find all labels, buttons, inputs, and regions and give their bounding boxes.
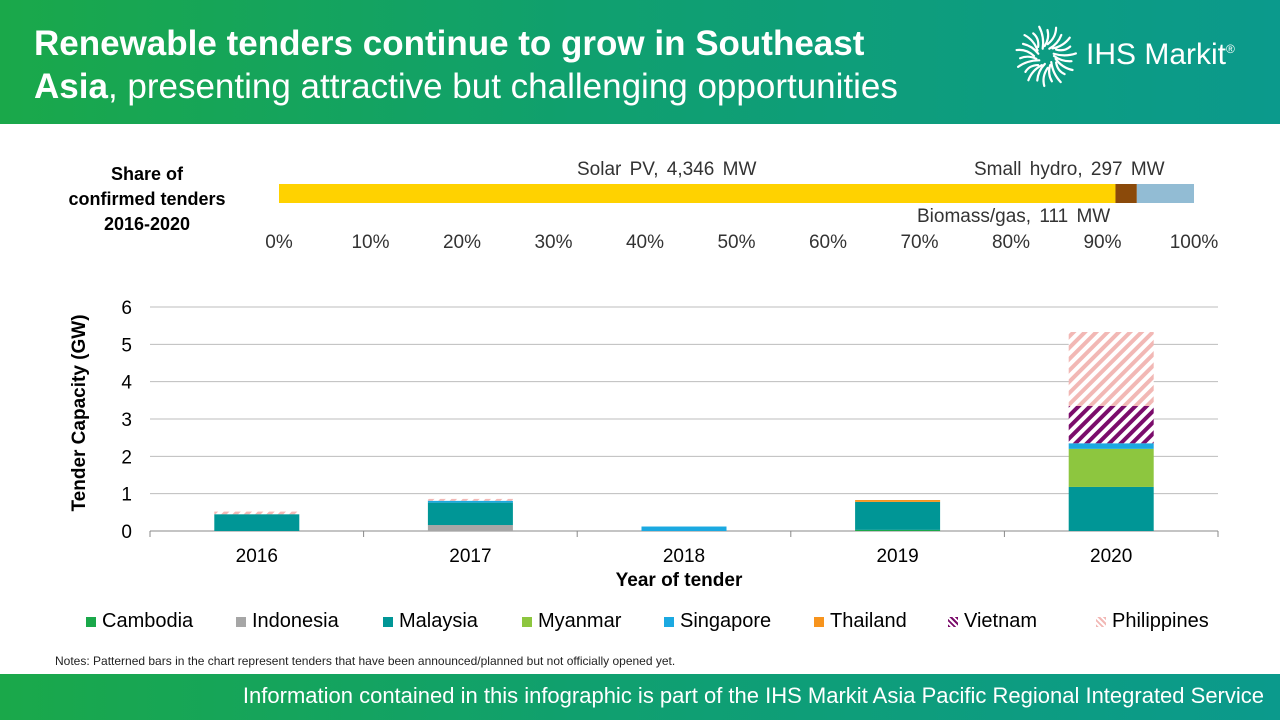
chart-legend: Cambodia Indonesia Malaysia Myanmar Singapor… <box>86 610 1226 636</box>
ihs-markit-logo: IHS Markit® <box>1014 24 1264 88</box>
title-bold-1: Renewable tenders continue to grow in So… <box>34 24 865 63</box>
share-tick-label: 100% <box>1169 232 1219 253</box>
share-label-line-1: Share of <box>110 164 184 184</box>
title-bold-2: Asia <box>34 67 108 106</box>
bar-malaysia-2016 <box>214 514 300 531</box>
y-tick-label: 6 <box>121 298 132 319</box>
share-label-line-2: confirmed tenders <box>68 189 226 209</box>
legend-label: Myanmar <box>538 610 622 632</box>
header-banner: Renewable tenders continue to grow in So… <box>0 0 1280 124</box>
bar-myanmar-2020 <box>1068 448 1154 487</box>
legend-item-vietnam: Vietnam <box>948 610 1037 633</box>
legend-label: Malaysia <box>399 610 478 632</box>
share-tick-label: 40% <box>625 232 665 253</box>
x-tick-label: 2019 <box>876 546 918 567</box>
share-segment-biomass-gas <box>1115 184 1137 203</box>
y-tick-label: 5 <box>121 335 132 356</box>
legend-label: Cambodia <box>102 610 194 632</box>
bar-cambodia-2019 <box>855 529 941 531</box>
legend-swatch <box>236 616 246 627</box>
bar-philippines-2017 <box>427 498 513 501</box>
share-tick-label: 30% <box>534 232 573 253</box>
footer-text: Information contained in this infographi… <box>242 683 1264 708</box>
share-label-line-3: 2016-2020 <box>103 214 191 234</box>
bar-singapore-2018 <box>641 526 727 531</box>
share-tick-label: 20% <box>442 232 482 253</box>
y-tick-label: 1 <box>121 485 132 506</box>
share-tick-label: 10% <box>351 232 390 253</box>
title-rest: , presenting attractive but challenging … <box>107 67 898 106</box>
legend-item-malaysia: Malaysia <box>383 610 478 633</box>
share-tick-label: 50% <box>717 232 756 253</box>
x-tick-label: 2016 <box>236 546 278 567</box>
bar-indonesia-2017 <box>427 525 513 531</box>
bar-vietnam-2020 <box>1068 405 1154 444</box>
y-tick-label: 4 <box>121 373 132 394</box>
legend-swatch <box>664 616 674 627</box>
bar-singapore-2020 <box>1068 443 1154 449</box>
bar-thailand-2019 <box>855 500 941 502</box>
bar-singapore-2017 <box>427 500 513 503</box>
legend-label: Singapore <box>680 610 772 632</box>
biomass-gas-label: Biomass/gas, 111 MW <box>917 206 1111 227</box>
y-tick-label: 3 <box>121 410 132 431</box>
share-tick-label: 70% <box>900 232 939 253</box>
legend-swatch <box>522 616 532 627</box>
legend-label: Indonesia <box>252 610 339 632</box>
x-tick-label: 2017 <box>449 546 491 567</box>
share-tick-label: 60% <box>808 232 848 253</box>
bar-malaysia-2019 <box>855 501 941 530</box>
y-tick-label: 0 <box>121 522 132 543</box>
x-tick-label: 2020 <box>1090 546 1132 567</box>
footer-banner: Information contained in this infographi… <box>0 674 1280 720</box>
legend-item-philippines: Philippines <box>1096 610 1209 633</box>
bar-philippines-2020 <box>1068 332 1154 406</box>
legend-label: Thailand <box>830 610 907 632</box>
legend-item-thailand: Thailand <box>814 610 907 633</box>
page-title: Renewable tenders continue to grow in So… <box>34 22 994 108</box>
x-tick-label: 2018 <box>663 546 705 567</box>
starburst-icon <box>1015 25 1077 88</box>
share-tick-label: 90% <box>1083 232 1122 253</box>
tender-capacity-chart: 0 1 2 3 4 5 6 2016 2017 2018 2019 2020 Year of tende… <box>121 298 1219 591</box>
small-hydro-label: Small hydro, 297 MW <box>974 159 1165 180</box>
legend-swatch <box>948 616 958 627</box>
logo-mark: ® <box>1226 42 1235 56</box>
legend-swatch <box>86 616 96 627</box>
notes: Notes: Patterned bars in the chart repre… <box>55 654 676 668</box>
legend-label: Philippines <box>1112 610 1209 632</box>
share-segment-small-hydro <box>1136 184 1194 203</box>
legend-label: Vietnam <box>964 610 1038 632</box>
legend-item-myanmar: Myanmar <box>522 610 621 633</box>
share-bar <box>279 184 1194 203</box>
share-tick-label: 80% <box>991 232 1031 253</box>
bar-philippines-2016 <box>214 511 300 515</box>
x-axis-title: Year of tender <box>616 570 743 591</box>
legend-swatch <box>383 616 393 627</box>
solar-pv-label: Solar PV, 4,346 MW <box>577 159 757 180</box>
share-tick-label: 0% <box>265 232 293 253</box>
logo-text: IHS Markit <box>1086 38 1227 71</box>
legend-item-singapore: Singapore <box>664 610 771 633</box>
y-tick-label: 2 <box>121 447 132 468</box>
share-label: Share of confirmed tenders 2016-2020 <box>52 162 242 237</box>
legend-item-indonesia: Indonesia <box>236 610 339 633</box>
legend-item-cambodia: Cambodia <box>86 610 193 633</box>
share-segment-solar-pv <box>279 184 1116 203</box>
bar-malaysia-2017 <box>427 502 513 526</box>
bar-malaysia-2020 <box>1068 486 1154 531</box>
legend-swatch <box>1096 616 1106 627</box>
legend-swatch <box>814 616 824 627</box>
